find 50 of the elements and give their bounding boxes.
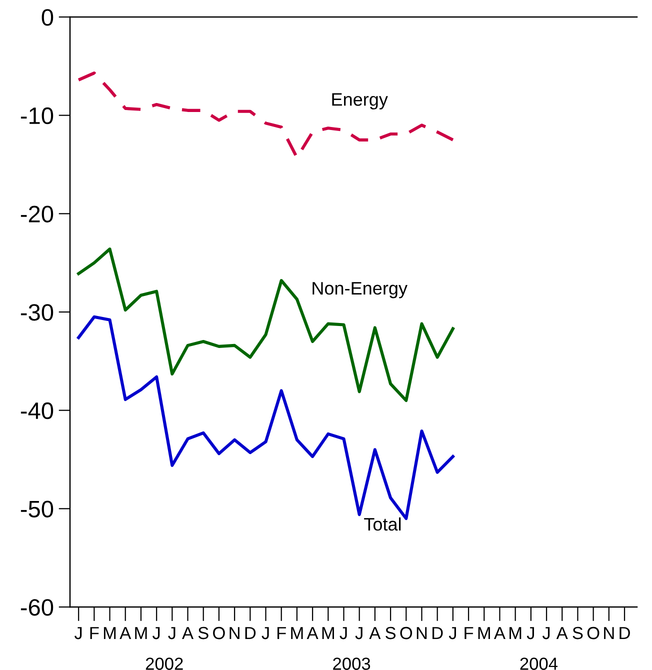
x-tick-label: J bbox=[340, 627, 347, 640]
x-tick-label: O bbox=[400, 626, 412, 640]
y-tick-label: -20 bbox=[20, 206, 54, 222]
x-tick-label: N bbox=[604, 627, 614, 640]
y-tick-label: -40 bbox=[20, 402, 54, 420]
x-tick-label: J bbox=[542, 627, 550, 640]
x-tick-label: A bbox=[494, 627, 506, 640]
x-tick-label: J bbox=[448, 627, 456, 640]
x-tick-label: J bbox=[526, 627, 534, 640]
x-tick-label: M bbox=[510, 627, 522, 640]
x-tick-label: D bbox=[245, 627, 256, 640]
y-tick-label: -10 bbox=[20, 107, 54, 124]
x-tick-label: N bbox=[230, 627, 240, 640]
x-tick-label: A bbox=[306, 627, 318, 640]
text: 2004 bbox=[520, 658, 558, 670]
x-tick-label: M bbox=[104, 627, 116, 640]
x-tick-label: S bbox=[572, 626, 583, 640]
x-tick-label: F bbox=[464, 627, 474, 640]
x-tick-label: F bbox=[90, 627, 99, 640]
x-tick-label: M bbox=[135, 627, 147, 640]
line-series bbox=[77, 248, 454, 402]
series-label: Total bbox=[364, 517, 401, 531]
y-tick-label: -50 bbox=[20, 500, 54, 518]
x-tick-label: S bbox=[198, 626, 208, 640]
x-tick-label: J bbox=[168, 627, 176, 640]
x-tick-label: N bbox=[416, 627, 427, 640]
x-tick-label: D bbox=[620, 627, 630, 640]
x-tick-label: M bbox=[478, 627, 490, 640]
x-tick-label: S bbox=[386, 626, 396, 640]
text: 2003 bbox=[333, 658, 370, 670]
x-tick-label: F bbox=[277, 627, 286, 640]
x-tick-label: A bbox=[556, 627, 568, 640]
series-label: Non-Energy bbox=[312, 282, 408, 298]
x-tick-label: A bbox=[120, 627, 132, 640]
series-label: Energy bbox=[332, 93, 388, 110]
x-tick-label: M bbox=[291, 627, 303, 640]
x-tick-label: J bbox=[355, 627, 362, 640]
x-tick-label: M bbox=[322, 627, 334, 640]
x-tick-label: O bbox=[587, 626, 600, 640]
x-tick-label: J bbox=[262, 627, 269, 640]
x-tick-label: D bbox=[432, 627, 443, 640]
y-tick-label: -30 bbox=[20, 304, 54, 321]
x-tick-label: O bbox=[213, 626, 225, 640]
y-tick-label: -60 bbox=[20, 599, 54, 616]
text: 2002 bbox=[146, 658, 183, 670]
y-tick-label: 0 bbox=[42, 9, 54, 26]
x-tick-label: A bbox=[369, 627, 381, 640]
x-tick-label: J bbox=[74, 627, 82, 640]
x-tick-label: J bbox=[152, 627, 160, 640]
x-tick-label: A bbox=[182, 627, 194, 640]
